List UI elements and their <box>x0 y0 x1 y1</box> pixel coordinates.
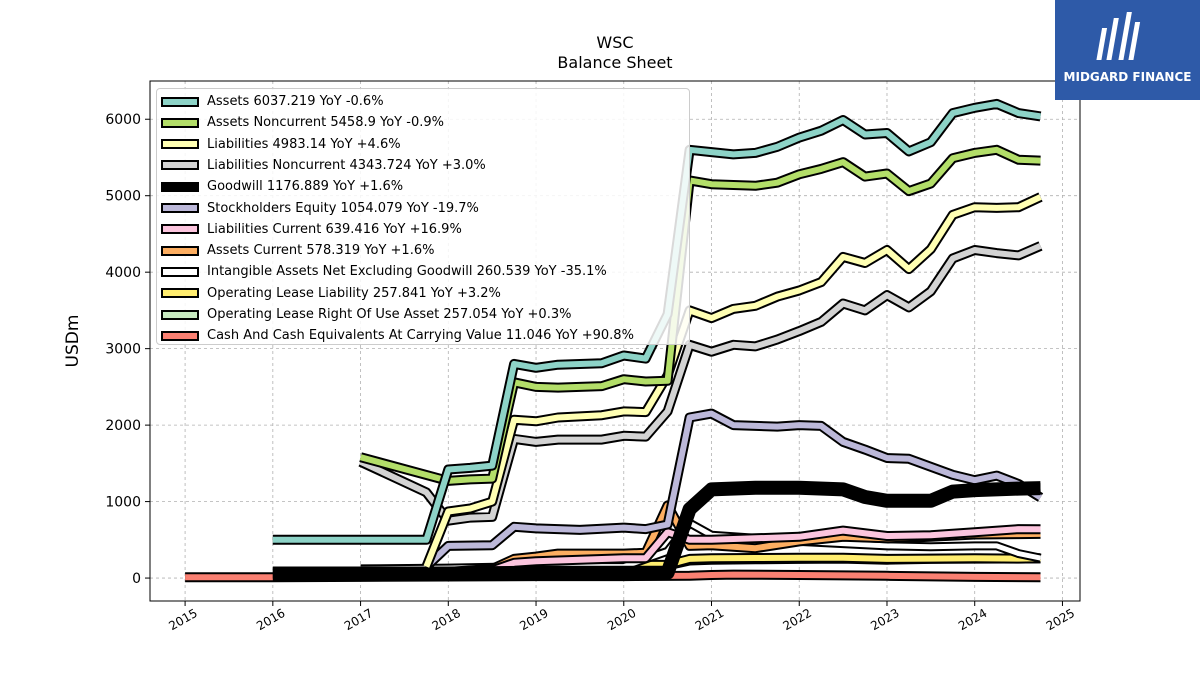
legend-label: Liabilities Noncurrent 4343.724 YoY +3.0… <box>207 157 486 173</box>
series-line <box>424 410 1043 569</box>
series-line <box>426 526 1041 578</box>
legend-item: Assets 6037.219 YoY -0.6% <box>161 91 384 112</box>
x-tick-label: 2018 <box>430 606 463 633</box>
legend-label: Assets 6037.219 YoY -0.6% <box>207 94 384 109</box>
legend-swatch <box>161 266 199 277</box>
legend-swatch <box>161 224 199 235</box>
legend-item: Goodwill 1176.889 YoY +1.6% <box>161 176 403 197</box>
legend-label: Intangible Assets Net Excluding Goodwill… <box>207 264 607 280</box>
y-tick-label: 4000 <box>105 265 141 281</box>
legend-label: Stockholders Equity 1054.079 YoY -19.7% <box>207 200 479 216</box>
legend-label: Goodwill 1176.889 YoY +1.6% <box>207 179 404 195</box>
x-tick-label: 2025 <box>1044 606 1077 633</box>
legend-item: Operating Lease Right Of Use Asset 257.0… <box>161 304 571 325</box>
logo-text: MIDGARD FINANCE <box>1063 70 1192 84</box>
legend-label: Liabilities 4983.14 YoY +4.6% <box>207 136 401 152</box>
y-tick-label: 5000 <box>105 189 141 205</box>
y-tick-label: 1000 <box>105 495 141 511</box>
y-tick-label: 2000 <box>105 418 141 434</box>
chart-title: WSC <box>596 33 634 52</box>
chart-legend: Assets 6037.219 YoY -0.6% Assets Noncurre… <box>156 88 690 345</box>
legend-swatch <box>161 288 199 299</box>
y-tick-label: 3000 <box>105 342 141 358</box>
legend-item: Cash And Cash Equivalents At Carrying Va… <box>161 325 634 346</box>
legend-item: Liabilities Current 639.416 YoY +16.9% <box>161 219 462 240</box>
x-tick-label: 2023 <box>868 606 901 633</box>
x-tick-label: 2015 <box>166 606 199 633</box>
y-tick-label: 6000 <box>105 112 141 128</box>
legend-label: Assets Current 578.319 YoY +1.6% <box>207 243 435 259</box>
chart-subtitle: Balance Sheet <box>557 53 673 72</box>
series-line <box>272 100 1041 543</box>
legend-swatch <box>161 160 199 171</box>
legend-label: Operating Lease Liability 257.841 YoY +3… <box>207 285 501 301</box>
legend-swatch <box>161 330 199 341</box>
legend-swatch <box>161 139 199 150</box>
series-line <box>423 194 1042 568</box>
legend-item: Intangible Assets Net Excluding Goodwill… <box>161 261 607 282</box>
legend-item: Liabilities 4983.14 YoY +4.6% <box>161 134 401 155</box>
x-tick-label: 2020 <box>605 606 638 633</box>
legend-label: Liabilities Current 639.416 YoY +16.9% <box>207 221 462 237</box>
legend-swatch <box>161 117 199 128</box>
logo-mark-icon <box>1096 12 1141 60</box>
legend-swatch <box>161 181 199 192</box>
legend-item: Liabilities Noncurrent 4343.724 YoY +3.0… <box>161 155 486 176</box>
legend-item: Stockholders Equity 1054.079 YoY -19.7% <box>161 198 479 219</box>
y-axis-label: USDm <box>63 315 83 368</box>
midgard-finance-logo: MIDGARD FINANCE <box>1055 0 1200 100</box>
legend-label: Assets Noncurrent 5458.9 YoY -0.9% <box>207 115 444 131</box>
legend-item: Assets Noncurrent 5458.9 YoY -0.9% <box>161 112 444 133</box>
legend-swatch <box>161 203 199 213</box>
y-tick-label: 0 <box>132 571 141 587</box>
x-tick-label: 2019 <box>517 606 550 633</box>
legend-label: Operating Lease Right Of Use Asset 257.0… <box>207 307 572 322</box>
legend-swatch <box>161 309 199 320</box>
x-tick-label: 2021 <box>693 606 726 633</box>
series-line <box>359 146 1041 484</box>
plot-frame <box>149 80 1081 602</box>
legend-swatch <box>161 245 199 256</box>
series-line <box>272 482 1041 579</box>
legend-item: Operating Lease Liability 257.841 YoY +3… <box>161 283 501 304</box>
x-tick-label: 2016 <box>254 606 287 633</box>
legend-label: Cash And Cash Equivalents At Carrying Va… <box>207 328 634 344</box>
x-tick-label: 2017 <box>342 606 375 633</box>
legend-item: Assets Current 578.319 YoY +1.6% <box>161 240 434 261</box>
x-tick-label: 2022 <box>781 606 814 633</box>
legend-swatch <box>161 96 199 107</box>
x-tick-label: 2024 <box>956 606 989 633</box>
